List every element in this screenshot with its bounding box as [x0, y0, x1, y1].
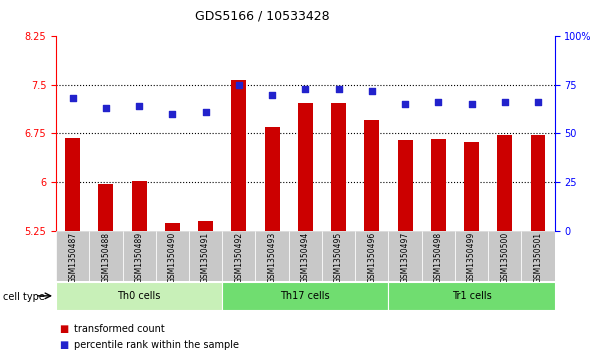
Bar	[455, 231, 488, 281]
Bar	[156, 231, 189, 281]
Bar	[99, 184, 113, 231]
Bar	[264, 127, 280, 231]
Point	[135, 103, 144, 109]
Text: GSM1350499: GSM1350499	[467, 232, 476, 283]
Bar	[322, 231, 355, 281]
Point	[500, 99, 510, 105]
Bar	[388, 231, 422, 281]
Point	[300, 86, 310, 91]
Text: Th0 cells: Th0 cells	[117, 291, 161, 301]
Point	[234, 82, 244, 88]
Text: GSM1350490: GSM1350490	[168, 232, 177, 283]
Text: GSM1350496: GSM1350496	[368, 232, 376, 283]
Point	[201, 109, 210, 115]
Bar	[364, 121, 379, 231]
Point	[467, 101, 476, 107]
Point	[434, 99, 443, 105]
Text: GSM1350495: GSM1350495	[334, 232, 343, 283]
Text: ■: ■	[59, 323, 68, 334]
Bar	[431, 139, 446, 231]
Bar	[165, 223, 180, 231]
Bar	[298, 103, 313, 231]
Text: GDS5166 / 10533428: GDS5166 / 10533428	[195, 9, 329, 22]
Bar	[497, 135, 512, 231]
Bar	[488, 231, 522, 281]
Point	[101, 105, 110, 111]
Text: GSM1350497: GSM1350497	[401, 232, 409, 283]
Bar	[123, 231, 156, 281]
Bar	[422, 231, 455, 281]
Bar	[56, 231, 89, 281]
Bar	[231, 80, 247, 231]
Point	[168, 111, 177, 117]
Point	[68, 95, 77, 101]
Bar	[388, 282, 555, 310]
Bar	[89, 231, 123, 281]
Text: ■: ■	[59, 340, 68, 350]
Text: GSM1350488: GSM1350488	[101, 232, 110, 283]
Text: GSM1350491: GSM1350491	[201, 232, 210, 283]
Text: Tr1 cells: Tr1 cells	[451, 291, 491, 301]
Text: Th17 cells: Th17 cells	[280, 291, 330, 301]
Bar	[65, 138, 80, 231]
Point	[367, 88, 376, 94]
Text: GSM1350493: GSM1350493	[268, 232, 277, 283]
Bar	[289, 231, 322, 281]
Text: transformed count: transformed count	[74, 323, 165, 334]
Point	[334, 86, 343, 91]
Bar	[355, 231, 388, 281]
Bar	[132, 181, 147, 231]
Bar	[522, 231, 555, 281]
Bar	[530, 135, 546, 231]
Bar	[331, 103, 346, 231]
Bar	[255, 231, 289, 281]
Text: GSM1350500: GSM1350500	[500, 232, 509, 283]
Bar	[189, 231, 222, 281]
Text: GSM1350498: GSM1350498	[434, 232, 442, 283]
Bar	[398, 140, 412, 231]
Text: GSM1350487: GSM1350487	[68, 232, 77, 283]
Text: GSM1350489: GSM1350489	[135, 232, 143, 283]
Point	[533, 99, 543, 105]
Text: cell type: cell type	[3, 292, 45, 302]
Bar	[222, 231, 255, 281]
Bar	[222, 282, 388, 310]
Point	[267, 92, 277, 98]
Point	[400, 101, 409, 107]
Bar	[56, 282, 222, 310]
Text: percentile rank within the sample: percentile rank within the sample	[74, 340, 239, 350]
Text: GSM1350501: GSM1350501	[533, 232, 542, 283]
Text: GSM1350494: GSM1350494	[301, 232, 310, 283]
Bar	[464, 142, 479, 231]
Text: GSM1350492: GSM1350492	[234, 232, 243, 283]
Bar	[198, 221, 213, 231]
